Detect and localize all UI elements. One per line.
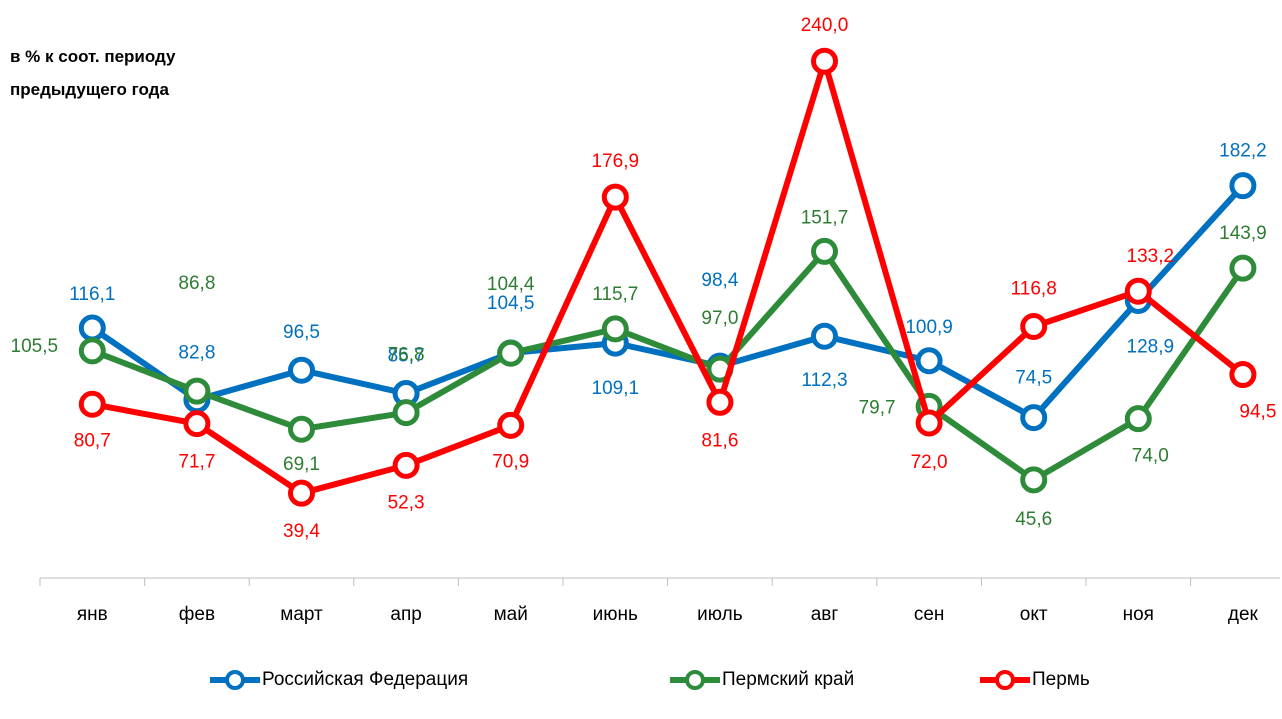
series-line	[90, 183, 1246, 421]
data-label: 45,6	[1015, 509, 1052, 530]
data-label: 240,0	[801, 15, 849, 36]
data-label: 85,7	[388, 345, 425, 366]
data-label: 71,7	[178, 452, 215, 473]
chart-title: в % к соот. периоду предыдущего года	[10, 47, 176, 99]
data-label: 94,5	[1239, 402, 1276, 423]
data-point	[1124, 405, 1152, 433]
data-label: 82,8	[178, 343, 215, 364]
x-tick-label: апр	[390, 604, 421, 625]
data-label: 104,4	[487, 274, 535, 295]
x-tick-label: янв	[77, 604, 108, 625]
legend-marker	[995, 670, 1015, 690]
x-tick-label: ноя	[1123, 604, 1154, 625]
data-label: 100,9	[905, 317, 953, 338]
data-label: 176,9	[592, 151, 640, 172]
data-point	[392, 399, 420, 427]
data-label: 116,8	[1011, 279, 1057, 300]
x-tick-label: сен	[914, 604, 945, 625]
data-label: 74,0	[1132, 446, 1169, 467]
data-point	[915, 347, 943, 375]
data-point	[1020, 404, 1048, 432]
data-point	[811, 322, 838, 350]
data-point	[497, 339, 525, 367]
data-label: 79,7	[859, 397, 896, 418]
data-point	[601, 183, 629, 211]
data-point	[78, 314, 106, 342]
x-tick-label: март	[280, 604, 323, 625]
x-tick-label: окт	[1020, 604, 1048, 625]
data-label: 104,5	[487, 293, 535, 314]
data-label: 182,2	[1219, 141, 1267, 162]
data-point	[392, 451, 420, 479]
x-tick-label: дек	[1228, 604, 1259, 625]
data-label: 105,5	[11, 336, 59, 357]
data-label: 76,8	[388, 345, 425, 366]
data-point	[288, 415, 315, 443]
legend-label: Пермь	[1032, 669, 1090, 690]
x-tick-label: фев	[179, 604, 215, 625]
data-label: 72,0	[911, 452, 948, 473]
data-point	[811, 47, 838, 75]
data-point	[78, 337, 106, 365]
data-label: 52,3	[388, 492, 425, 513]
data-point	[78, 390, 106, 418]
data-label: 98,4	[701, 270, 738, 291]
legend-label: Пермский край	[722, 669, 854, 690]
data-label: 96,5	[283, 322, 320, 343]
data-point	[497, 411, 525, 439]
legend-marker	[225, 670, 245, 690]
data-label: 69,1	[283, 454, 320, 475]
data-point	[706, 388, 734, 416]
legend-marker	[685, 670, 705, 690]
data-point	[915, 409, 943, 437]
data-point	[288, 479, 315, 507]
data-point	[1229, 361, 1257, 389]
legend-label: Российская Федерация	[262, 669, 468, 690]
data-label: 143,9	[1219, 223, 1267, 244]
data-label: 128,9	[1127, 336, 1175, 357]
data-label: 81,6	[701, 430, 738, 451]
data-point	[1020, 466, 1048, 494]
data-label: 133,2	[1127, 246, 1175, 267]
x-tick-label: июль	[697, 604, 743, 625]
data-point	[811, 237, 838, 265]
data-label: 115,7	[592, 284, 638, 305]
x-tick-label: июнь	[593, 604, 638, 625]
data-point	[1124, 277, 1152, 305]
data-label: 86,8	[178, 273, 215, 294]
data-point	[1229, 254, 1257, 282]
data-label: 112,3	[801, 370, 847, 391]
x-tick-label: май	[494, 604, 528, 625]
data-label: 116,1	[69, 284, 115, 305]
data-label: 109,1	[592, 378, 640, 399]
data-point	[1229, 172, 1257, 200]
series-line	[91, 58, 1245, 497]
data-label: 80,7	[74, 430, 111, 451]
data-label: 70,9	[492, 451, 529, 472]
data-label: 97,0	[701, 308, 738, 329]
data-point	[183, 410, 211, 438]
data-point	[183, 377, 211, 405]
data-label: 74,5	[1015, 368, 1052, 389]
data-point	[288, 356, 315, 384]
data-label: 151,7	[801, 207, 849, 228]
data-label: 39,4	[283, 521, 320, 542]
data-point	[1020, 313, 1048, 341]
series-line	[91, 248, 1246, 483]
data-point	[601, 315, 629, 343]
x-tick-label: авг	[811, 604, 839, 625]
